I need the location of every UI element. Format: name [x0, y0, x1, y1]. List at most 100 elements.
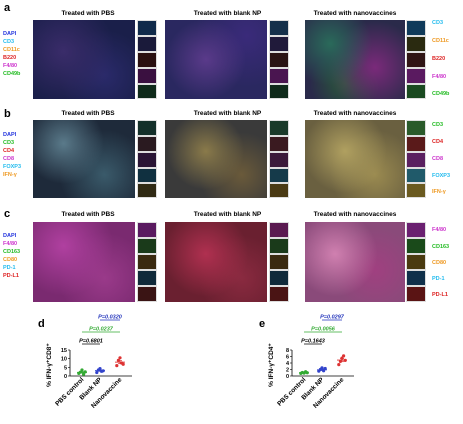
- y-tick-label: 5: [64, 365, 67, 371]
- micrograph-a-blank-np: [165, 20, 267, 99]
- panel-letter-d: d: [38, 318, 45, 330]
- data-point: [80, 368, 84, 372]
- title-b-pbs: Treated with PBS: [61, 110, 115, 117]
- micrograph-c-blank-np: [165, 222, 267, 302]
- channel-a-4: F4/80: [432, 74, 447, 80]
- p-value-label: P=0.0320: [98, 315, 122, 321]
- legend-b-foxp3: FOXP3: [3, 164, 22, 170]
- channel-b-4: FOXP3: [432, 173, 451, 179]
- chart-d: % IFN-γ⁺CD8⁺ 0 5 10 15 P=0.6801 P=0.0237 P=0.03…: [46, 315, 132, 410]
- thumbs-a-pbs: [137, 20, 157, 99]
- legend-b-cd8: CD8: [3, 156, 15, 162]
- legend-a: DAPI CD3 CD11c B220 F4/80 CD49b: [3, 30, 20, 78]
- channels-a: CD3 CD11c B220 F4/80 CD49b: [432, 20, 462, 100]
- title-a-pbs: Treated with PBS: [61, 10, 115, 17]
- title-b-blank-np: Treated with blank NP: [193, 110, 262, 117]
- legend-a-dapi: DAPI: [3, 31, 17, 37]
- channel-b-2: CD4: [432, 139, 444, 145]
- legend-a-f480: F4/80: [3, 63, 18, 69]
- channels-c: F4/80 CD163 CD80 PD-1 PD-L1: [432, 222, 462, 304]
- legend-c-cd163: CD163: [3, 249, 21, 255]
- y-tick-label: 4: [286, 361, 290, 367]
- panel-letter-a: a: [4, 2, 11, 14]
- micrograph-b-nanovaccines: [305, 120, 405, 198]
- data-point: [95, 370, 99, 375]
- thumbs-b-nanovaccines: [406, 120, 426, 198]
- y-tick-label: 15: [61, 348, 67, 354]
- legend-a-cd49b: CD49b: [3, 71, 21, 77]
- title-c-pbs: Treated with PBS: [61, 211, 115, 218]
- legend-b-dapi: DAPI: [3, 132, 17, 138]
- category-label: PBS control: [276, 376, 307, 407]
- legend-c-cd80: CD80: [3, 257, 18, 263]
- y-tick-label: 10: [61, 357, 67, 363]
- p-value-label: P=0.0297: [320, 315, 345, 321]
- micrograph-b-pbs: [33, 120, 135, 198]
- y-tick-label: 0: [286, 374, 289, 380]
- legend-a-cd11c: CD11c: [3, 47, 20, 53]
- channel-a-1: CD3: [432, 20, 444, 26]
- y-tick-label: 2: [286, 368, 289, 374]
- thumbs-c-nanovaccines: [406, 222, 426, 302]
- title-a-blank-np: Treated with blank NP: [193, 10, 262, 17]
- data-point: [337, 363, 341, 367]
- p-value-label: P=0.0056: [311, 327, 336, 333]
- y-tick-label: 0: [64, 374, 67, 380]
- title-c-nanovaccines: Treated with nanovaccines: [313, 211, 397, 218]
- data-point: [98, 366, 102, 371]
- channel-a-3: B220: [432, 56, 446, 62]
- title-a-nanovaccines: Treated with nanovaccines: [313, 10, 397, 17]
- category-label: PBS control: [54, 376, 85, 407]
- legend-b-cd4: CD4: [3, 148, 15, 154]
- thumbs-c-blank-np: [269, 222, 289, 302]
- panel-letter-e: e: [259, 318, 266, 330]
- channel-c-3: CD80: [432, 260, 447, 266]
- title-b-nanovaccines: Treated with nanovaccines: [313, 110, 397, 117]
- thumbs-a-blank-np: [269, 20, 289, 99]
- channel-c-1: F4/80: [432, 227, 447, 233]
- title-c-blank-np: Treated with blank NP: [193, 211, 262, 218]
- y-tick-label: 6: [286, 355, 289, 361]
- data-point: [342, 354, 346, 358]
- channel-b-1: CD3: [432, 122, 444, 128]
- legend-c-f480: F4/80: [3, 241, 18, 247]
- channel-c-2: CD163: [432, 244, 450, 250]
- y-tick-label: 8: [286, 348, 289, 354]
- channel-c-4: PD-1: [432, 276, 445, 282]
- data-point: [115, 364, 119, 368]
- y-axis-label: % IFN-γ⁺CD8⁺: [46, 343, 53, 387]
- data-point: [82, 372, 86, 376]
- legend-c-dapi: DAPI: [3, 233, 17, 239]
- y-axis-label: % IFN-γ⁺CD4⁺: [268, 343, 275, 387]
- micrograph-c-pbs: [33, 222, 135, 302]
- thumbs-a-nanovaccines: [406, 20, 426, 99]
- data-point: [121, 362, 125, 366]
- channel-a-5: CD49b: [432, 91, 450, 97]
- channel-b-5: IFN-γ: [432, 189, 446, 195]
- data-point: [83, 370, 87, 374]
- legend-a-b220: B220: [3, 55, 17, 61]
- p-value-label: P=0.1643: [301, 339, 325, 345]
- thumbs-c-pbs: [137, 222, 157, 302]
- thumbs-b-blank-np: [269, 120, 289, 198]
- data-point: [118, 356, 122, 360]
- micrograph-c-nanovaccines: [305, 222, 405, 302]
- legend-c: DAPI F4/80 CD163 CD80 PD-1 PD-L1: [3, 232, 20, 280]
- p-value-label: P=0.6801: [79, 339, 103, 345]
- micrograph-a-nanovaccines: [305, 20, 405, 99]
- channel-a-2: CD11c: [432, 38, 449, 44]
- data-point: [320, 366, 324, 370]
- channel-c-5: PD-L1: [432, 292, 448, 298]
- legend-b-cd3: CD3: [3, 140, 15, 146]
- p-value-label: P=0.0237: [89, 327, 114, 333]
- legend-b: DAPI CD3 CD4 CD8 FOXP3 IFN-γ: [3, 131, 21, 179]
- channel-b-3: CD8: [432, 156, 444, 162]
- panel-letter-c: c: [4, 208, 11, 220]
- legend-c-pdl1: PD-L1: [3, 273, 19, 279]
- legend-a-cd3: CD3: [3, 39, 15, 45]
- panel-letter-b: b: [4, 108, 11, 120]
- channels-b: CD3 CD4 CD8 FOXP3 IFN-γ: [432, 120, 462, 200]
- thumbs-b-pbs: [137, 120, 157, 198]
- data-point: [323, 366, 327, 371]
